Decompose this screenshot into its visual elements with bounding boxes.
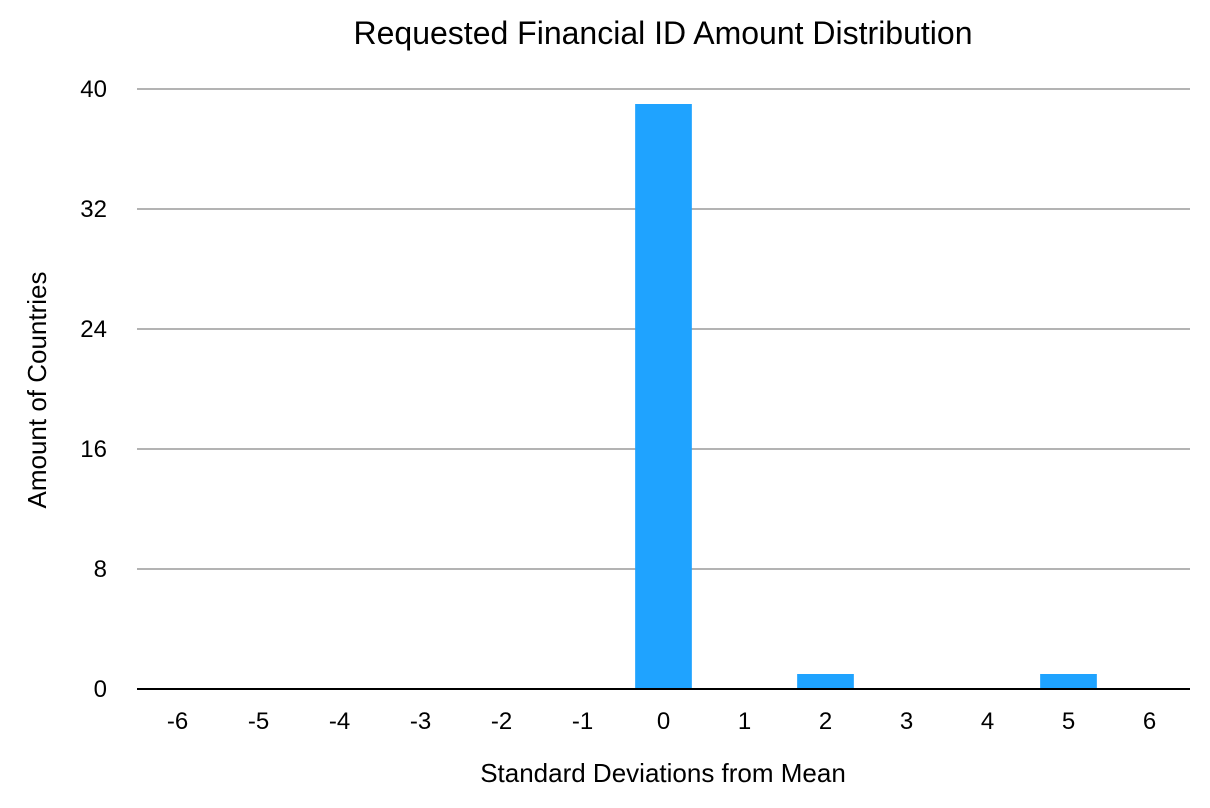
- x-tick-label: 4: [981, 708, 994, 735]
- x-tick-label: 6: [1143, 708, 1156, 735]
- x-axis-label: Standard Deviations from Mean: [480, 758, 846, 788]
- bars: [635, 104, 1097, 689]
- x-tick-label: -5: [248, 708, 269, 735]
- y-tick-label: 16: [80, 436, 107, 463]
- x-tick-label: -4: [329, 708, 350, 735]
- x-tick-label: 1: [738, 708, 751, 735]
- x-tick-label: -6: [167, 708, 188, 735]
- x-tick-label: 2: [819, 708, 832, 735]
- y-axis-label: Amount of Countries: [22, 271, 52, 508]
- bar-2: [797, 674, 854, 689]
- x-tick-label: -2: [491, 708, 512, 735]
- y-tick-label: 8: [94, 556, 107, 583]
- x-tick-label: -3: [410, 708, 431, 735]
- x-tick-labels: -6 -5 -4 -3 -2 -1 0 1 2 3 4 5 6: [167, 708, 1156, 735]
- x-tick-label: 5: [1062, 708, 1075, 735]
- x-tick-label: -1: [572, 708, 593, 735]
- y-tick-label: 24: [80, 316, 107, 343]
- x-tick-label: 3: [900, 708, 913, 735]
- y-tick-label: 32: [80, 196, 107, 223]
- x-tick-label: 0: [657, 708, 670, 735]
- y-tick-label: 0: [94, 676, 107, 703]
- y-tick-label: 40: [80, 76, 107, 103]
- bar-5: [1040, 674, 1097, 689]
- y-tick-labels: 0 8 16 24 32 40: [80, 76, 107, 703]
- chart-title: Requested Financial ID Amount Distributi…: [354, 15, 973, 51]
- bar-0: [635, 104, 692, 689]
